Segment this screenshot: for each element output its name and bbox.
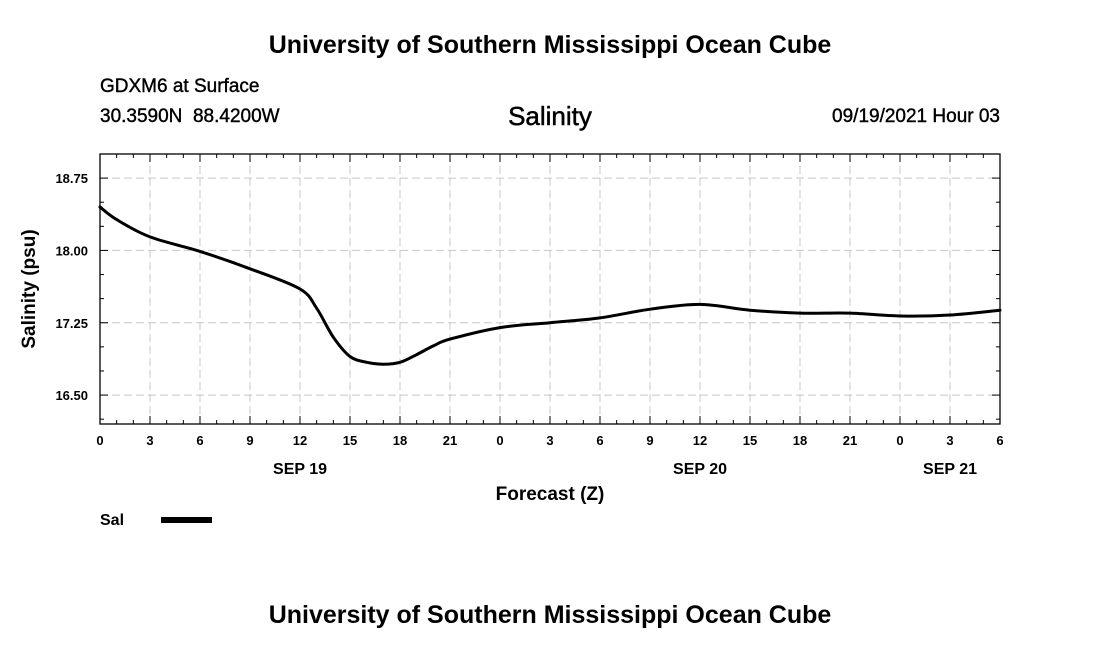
- variable-title: Salinity: [508, 101, 592, 132]
- x-tick-label: 6: [596, 433, 603, 448]
- x-tick-label: 0: [96, 433, 103, 448]
- x-tick-label: 3: [946, 433, 953, 448]
- x-tick-label: 21: [843, 433, 857, 448]
- axis-ticks: [99, 154, 1001, 424]
- x-tick-label: 18: [393, 433, 407, 448]
- x-tick-label: 12: [293, 433, 307, 448]
- x-tick-label: 6: [996, 433, 1003, 448]
- legend-label: Sal: [100, 512, 124, 529]
- x-tick-label: 0: [896, 433, 903, 448]
- x-tick-label: 0: [496, 433, 503, 448]
- x-tick-label: 15: [343, 433, 357, 448]
- station-coordinates: 30.3590N 88.4200W: [100, 106, 280, 127]
- day-label: SEP 20: [673, 461, 727, 478]
- chart-title-top: University of Southern Mississippi Ocean…: [268, 31, 832, 59]
- x-tick-label: 12: [693, 433, 707, 448]
- x-tick-label: 15: [743, 433, 757, 448]
- series-line-sal: [98, 205, 1002, 366]
- y-tick-label: 17.25: [55, 316, 88, 331]
- axis-tick-labels: 0 3 6 9 12 15 18 21 0 3 6 9 12 15 18 21 0 3 6 SEP 19 SEP 20 S…: [55, 171, 1003, 478]
- x-tick-label: 9: [246, 433, 253, 448]
- y-axis-label: Salinity (psu): [19, 229, 40, 348]
- x-tick-label: 6: [196, 433, 203, 448]
- station-label: GDXM6 at Surface: [100, 76, 260, 97]
- series-layer: [98, 205, 1002, 366]
- x-tick-label: 3: [146, 433, 153, 448]
- x-tick-label: 9: [646, 433, 653, 448]
- chart-title-bottom: University of Southern Mississippi Ocean…: [268, 601, 832, 629]
- y-tick-label: 16.50: [55, 388, 88, 403]
- day-label: SEP 21: [923, 461, 977, 478]
- y-tick-label: 18.75: [55, 171, 88, 186]
- grid-lines: [100, 154, 1000, 424]
- day-label: SEP 19: [273, 461, 327, 478]
- x-tick-label: 3: [546, 433, 553, 448]
- forecast-datetime: 09/19/2021 Hour 03: [832, 106, 1000, 127]
- x-axis-label: Forecast (Z): [496, 484, 605, 505]
- x-tick-label: 21: [443, 433, 457, 448]
- x-tick-label: 18: [793, 433, 807, 448]
- y-tick-label: 18.00: [55, 243, 88, 258]
